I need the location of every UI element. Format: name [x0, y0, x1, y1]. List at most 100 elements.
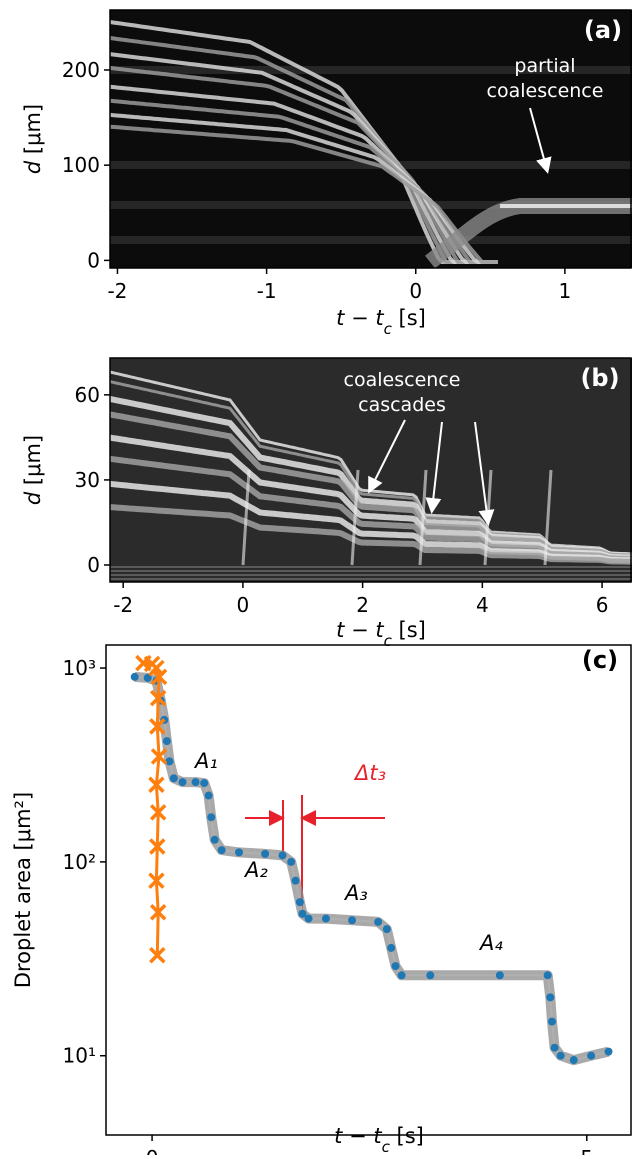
x-tick-label: 5: [580, 1146, 593, 1155]
data-point: [321, 914, 330, 923]
x-tick-label: -1: [257, 279, 277, 303]
panel-label: (a): [584, 16, 622, 44]
series-band: [134, 671, 610, 1066]
image-fringe: [109, 65, 498, 264]
annotation: A₁: [193, 749, 218, 773]
x-tick-label: -2: [107, 279, 127, 303]
x-tick-label: 0: [237, 593, 250, 617]
image-band: [110, 66, 632, 74]
data-point: [278, 851, 287, 860]
y-axis-label: d [μm]: [21, 435, 45, 505]
x-tick-label: 0: [146, 1146, 159, 1155]
image-band: [110, 574, 632, 576]
series-line: [134, 675, 609, 1062]
annotation: A₂: [243, 858, 268, 882]
data-point: [387, 943, 396, 952]
image-fringe: [418, 469, 428, 566]
arrows-a: [529, 107, 552, 174]
axes-frame: [109, 357, 632, 583]
y-axis-label-part: [μm]: [21, 104, 45, 161]
data-point: [569, 1056, 578, 1065]
data-point: [543, 971, 552, 980]
data-point: [546, 993, 555, 1002]
data-point: [556, 1051, 565, 1060]
image-band: [110, 578, 632, 580]
panel: -2 -1 0 1 0 100 200 t − tc [s] d [μm] (a) partial c…: [21, 9, 632, 338]
y-axis-label: d [μm]: [21, 104, 45, 174]
x-axis-label-part: [s]: [392, 306, 426, 330]
data-point: [587, 1051, 596, 1060]
x-axis-label-part: t − t: [334, 1124, 382, 1148]
data-point: [149, 804, 167, 821]
x-axis-label: t − tc [s]: [336, 306, 426, 338]
data-point: [495, 971, 504, 980]
arrows-b: [368, 419, 495, 526]
data-point: [298, 909, 307, 918]
y-tick-label: 10¹: [63, 1044, 96, 1068]
image-fringe: [109, 52, 498, 264]
annotation: partial: [514, 55, 575, 77]
image-fringe: [109, 20, 498, 264]
y-tick-label: 100: [62, 153, 100, 177]
y-tick-label: 0: [87, 553, 100, 577]
data-point: [169, 774, 178, 783]
y-tick-label: 10²: [63, 850, 96, 874]
x-axis-label-part: [s]: [392, 618, 426, 642]
image-fringe: [109, 124, 498, 264]
annotation: A₃: [343, 881, 368, 905]
data-point: [149, 718, 166, 735]
image-band: [110, 236, 632, 244]
x-axis-label: t − tc [s]: [336, 618, 426, 650]
data-point: [295, 898, 304, 907]
annotation: cascades: [358, 394, 446, 416]
data-point: [149, 903, 167, 921]
delta-arrows: [245, 795, 385, 912]
x-axis-label-part: c: [382, 1138, 391, 1155]
data-point: [149, 689, 167, 707]
axes-frame: [109, 9, 632, 269]
image-fringe: [543, 469, 553, 566]
data-point: [149, 838, 166, 855]
x-axis-label-part: [s]: [390, 1124, 424, 1148]
data-point: [604, 1047, 613, 1056]
panel-label: (b): [580, 364, 619, 392]
image-fringe: [350, 469, 360, 566]
y-tick-label: 60: [75, 383, 100, 407]
data-point: [148, 872, 165, 889]
data-point: [165, 757, 174, 766]
y-axis-label-part: [μm]: [21, 435, 45, 492]
image-a: [109, 10, 632, 269]
y-tick-label: 30: [75, 468, 100, 492]
image-b: [109, 358, 632, 582]
x-tick-label: 0: [409, 279, 422, 303]
data-point: [143, 673, 152, 682]
y-tick-label: 10³: [63, 656, 96, 680]
data-point: [217, 846, 226, 855]
image-fringe: [109, 36, 498, 264]
data-point: [200, 779, 209, 788]
data-point: [304, 914, 313, 923]
data-point: [150, 748, 168, 765]
data-point: [191, 778, 200, 787]
panel: 0 5 10¹ 10² 10³ t − tc [s] Droplet area [μm²] (…: [11, 644, 632, 1159]
y-tick-label: 200: [62, 58, 100, 82]
image-fringe: [241, 469, 251, 566]
panel-label: (c): [582, 646, 618, 674]
x-tick-label: -2: [113, 593, 133, 617]
x-axis-label-part: t − t: [336, 306, 384, 330]
data-point: [149, 946, 166, 964]
data-point: [550, 1043, 559, 1052]
data-point: [382, 925, 391, 934]
x-axis-label-part: t − t: [336, 618, 384, 642]
y-axis-label-part: d: [21, 491, 45, 505]
data-point: [130, 672, 139, 681]
data-point: [150, 668, 168, 686]
x-tick-label: 4: [476, 593, 489, 617]
x-tick-label: 6: [596, 593, 609, 617]
image-band: [110, 566, 632, 568]
data-point: [391, 962, 400, 971]
image-band: [110, 201, 632, 209]
data-point: [397, 971, 406, 980]
